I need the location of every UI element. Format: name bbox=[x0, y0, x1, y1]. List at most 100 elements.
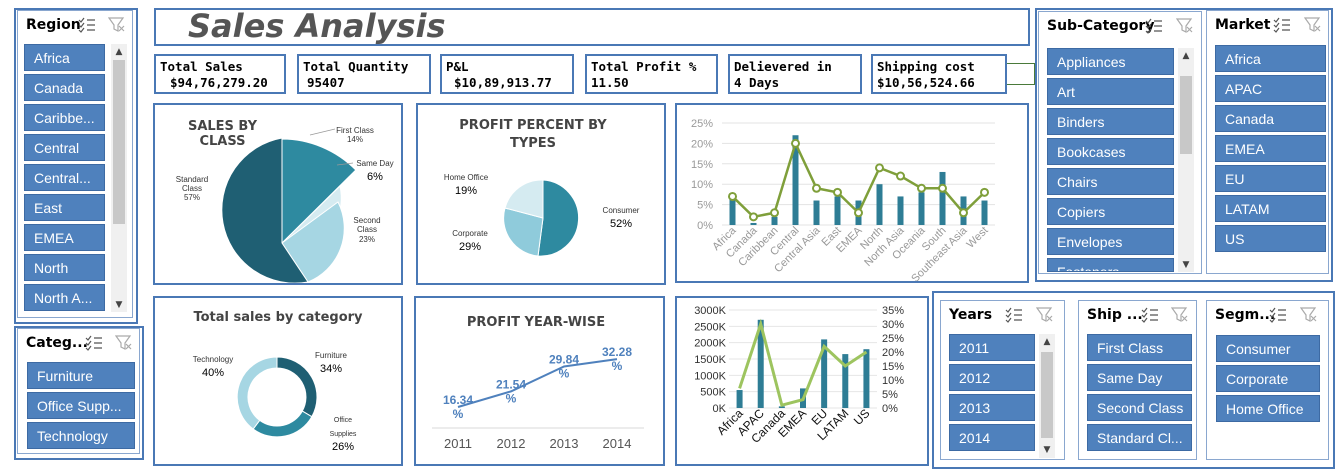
slicer-item-africa[interactable]: Africa bbox=[1215, 45, 1326, 72]
line-marker bbox=[791, 138, 800, 148]
scroll-thumb[interactable] bbox=[1180, 76, 1192, 154]
x-tick-label: US bbox=[851, 406, 873, 428]
slicer-item-consumer[interactable]: Consumer bbox=[1216, 335, 1320, 362]
slicer-item-canada[interactable]: Canada bbox=[1215, 105, 1326, 132]
segment-slicer: Segm... Consumer Corporate Home Office bbox=[1206, 300, 1329, 460]
multi-select-icon[interactable] bbox=[85, 335, 103, 351]
region-profit-chart: 0%5%10%15%20%25%AfricaCanadaCaribbeanCen… bbox=[691, 118, 995, 281]
kpi-shipping-cost: Shipping cost $10,56,524.66 bbox=[871, 54, 1007, 94]
slicer-item-copiers[interactable]: Copiers bbox=[1047, 198, 1174, 225]
slicer-item-second-class[interactable]: Second Class bbox=[1087, 394, 1192, 421]
multi-select-icon[interactable] bbox=[1141, 307, 1159, 323]
kpi-label: Total Sales bbox=[160, 59, 243, 74]
clear-filter-icon[interactable] bbox=[115, 335, 133, 351]
slicer-item-binders[interactable]: Binders bbox=[1047, 108, 1174, 135]
subcategory-slicer: Sub-Category Appliances Art Binders Book… bbox=[1038, 11, 1202, 274]
scroll-thumb[interactable] bbox=[1041, 352, 1053, 438]
scroll-down-icon[interactable]: ▼ bbox=[115, 300, 123, 310]
slicer-item-standard-class[interactable]: Standard Cl... bbox=[1087, 424, 1192, 451]
clear-filter-icon[interactable] bbox=[108, 17, 126, 33]
slicer-item-appliances[interactable]: Appliances bbox=[1047, 48, 1174, 75]
y-right-tick-label: 35% bbox=[882, 305, 904, 317]
y-right-tick-label: 0% bbox=[882, 403, 898, 415]
y-left-tick-label: 0K bbox=[713, 403, 727, 415]
multi-select-icon[interactable] bbox=[1273, 17, 1291, 33]
clear-filter-icon[interactable] bbox=[1304, 17, 1322, 33]
label-second-class: Second bbox=[353, 216, 380, 225]
kpi-total-quantity: Total Quantity 95407 bbox=[297, 54, 431, 94]
slicer-item-canada[interactable]: Canada bbox=[24, 74, 105, 101]
scroll-up-icon[interactable]: ▲ bbox=[1182, 51, 1190, 61]
sales-by-class-panel: SALES BY CLASS First Class 14% Same Day … bbox=[153, 103, 403, 285]
scroll-down-icon[interactable]: ▼ bbox=[1182, 260, 1190, 270]
profit-year-wise-chart: 16.34%21.54%29.84%32.28%2011 2012 2013 2014 bbox=[432, 345, 644, 451]
clear-filter-icon[interactable] bbox=[1171, 307, 1189, 323]
multi-select-icon[interactable] bbox=[78, 17, 96, 33]
scrollbar[interactable]: ▲ ▼ bbox=[111, 44, 127, 312]
y-tick-label: 20% bbox=[691, 138, 713, 150]
slicer-item-corporate[interactable]: Corporate bbox=[1216, 365, 1320, 392]
scroll-up-icon[interactable]: ▲ bbox=[1043, 337, 1051, 347]
slicer-item-east[interactable]: East bbox=[24, 194, 105, 221]
slicer-item-emea[interactable]: EMEA bbox=[24, 224, 105, 251]
slicer-item-latam[interactable]: LATAM bbox=[1215, 195, 1326, 222]
sales-by-category-chart: Furniture 34% Technology 40% Office Supp… bbox=[193, 351, 357, 453]
pie-slice-home-office bbox=[504, 179, 544, 219]
line-marker bbox=[854, 208, 863, 218]
scroll-up-icon[interactable]: ▲ bbox=[115, 47, 123, 57]
slicer-item-art[interactable]: Art bbox=[1047, 78, 1174, 105]
kpi-value: $10,89,913.77 bbox=[454, 75, 552, 90]
multi-select-icon[interactable] bbox=[1269, 307, 1287, 323]
slicer-item-furniture[interactable]: Furniture bbox=[27, 362, 135, 389]
slicer-item-us[interactable]: US bbox=[1215, 225, 1326, 252]
slicer-item-2011[interactable]: 2011 bbox=[949, 334, 1035, 361]
y-left-tick-label: 1500K bbox=[694, 354, 726, 366]
slicer-item-first-class[interactable]: First Class bbox=[1087, 334, 1192, 361]
slicer-item-north-asia[interactable]: North A... bbox=[24, 284, 105, 311]
slicer-item-technology[interactable]: Technology bbox=[27, 422, 135, 449]
value-standard-class: 57% bbox=[184, 193, 200, 202]
x-tick-label: 2011 bbox=[444, 436, 472, 451]
bar bbox=[813, 200, 820, 225]
slicer-item-caribbean[interactable]: Caribbe... bbox=[24, 104, 105, 131]
clear-filter-icon[interactable] bbox=[1176, 18, 1194, 34]
data-label: 29.84 bbox=[549, 352, 579, 366]
line-marker bbox=[917, 183, 926, 193]
bar bbox=[771, 216, 778, 225]
multi-select-icon[interactable] bbox=[1005, 307, 1023, 323]
slicer-item-fasteners[interactable]: Fasteners bbox=[1047, 258, 1174, 272]
scrollbar[interactable]: ▲ ▼ bbox=[1039, 334, 1055, 458]
slicer-item-office-supplies[interactable]: Office Supp... bbox=[27, 392, 135, 419]
slicer-item-apac[interactable]: APAC bbox=[1215, 75, 1326, 102]
scroll-thumb[interactable] bbox=[113, 60, 125, 224]
slicer-item-eu[interactable]: EU bbox=[1215, 165, 1326, 192]
line-marker bbox=[980, 187, 989, 197]
scroll-down-icon[interactable]: ▼ bbox=[1043, 445, 1051, 455]
slicer-item-envelopes[interactable]: Envelopes bbox=[1047, 228, 1174, 255]
line-marker bbox=[938, 183, 947, 193]
clear-filter-icon[interactable] bbox=[1036, 307, 1054, 323]
slicer-item-2014[interactable]: 2014 bbox=[949, 424, 1035, 451]
chart-title: Total sales by category bbox=[193, 310, 363, 325]
bar bbox=[792, 135, 799, 225]
scrollbar[interactable]: ▲ ▼ bbox=[1178, 48, 1194, 272]
kpi-pl: P&L $10,89,913.77 bbox=[440, 54, 574, 94]
slicer-item-central[interactable]: Central bbox=[24, 134, 105, 161]
line-marker bbox=[749, 212, 758, 222]
slicer-item-bookcases[interactable]: Bookcases bbox=[1047, 138, 1174, 165]
slicer-item-2013[interactable]: 2013 bbox=[949, 394, 1035, 421]
clear-filter-icon[interactable] bbox=[1300, 307, 1318, 323]
multi-select-icon[interactable] bbox=[1145, 18, 1163, 34]
slicer-item-north[interactable]: North bbox=[24, 254, 105, 281]
slicer-item-chairs[interactable]: Chairs bbox=[1047, 168, 1174, 195]
slicer-item-emea[interactable]: EMEA bbox=[1215, 135, 1326, 162]
y-right-tick-label: 20% bbox=[882, 347, 904, 359]
y-right-tick-label: 10% bbox=[882, 375, 904, 387]
slicer-item-home-office[interactable]: Home Office bbox=[1216, 395, 1320, 422]
chart-title: PROFIT YEAR-WISE bbox=[466, 315, 606, 330]
slicer-item-2012[interactable]: 2012 bbox=[949, 364, 1035, 391]
bar bbox=[939, 171, 946, 225]
slicer-item-africa[interactable]: Africa bbox=[24, 44, 105, 71]
slicer-item-central-asia[interactable]: Central... bbox=[24, 164, 105, 191]
slicer-item-same-day[interactable]: Same Day bbox=[1087, 364, 1192, 391]
